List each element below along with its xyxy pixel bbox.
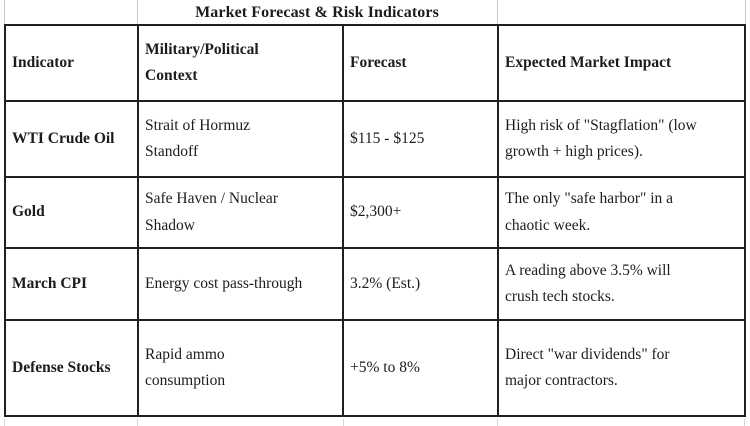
cell-row4-context: Rapid ammo consumption (139, 321, 344, 415)
faint-gridline-stub (497, 419, 498, 426)
faint-gridline (137, 0, 138, 24)
cell-row2-forecast: $2,300+ (344, 178, 499, 249)
cell-row3-indicator: March CPI (6, 249, 139, 321)
cell-row4-forecast: +5% to 8% (344, 321, 499, 415)
cell-row3-impact: A reading above 3.5% will crush tech sto… (499, 249, 744, 321)
cell-row1-context: Strait of Hormuz Standoff (139, 102, 344, 178)
table-title: Market Forecast & Risk Indicators (195, 4, 439, 21)
cell-row4-indicator: Defense Stocks (6, 321, 139, 415)
faint-gridline-stub (137, 419, 138, 426)
table-title-row: Market Forecast & Risk Indicators (4, 0, 746, 24)
header-cell-forecast: Forecast (344, 26, 499, 102)
header-cell-impact: Expected Market Impact (499, 26, 744, 102)
faint-gridline-stub (343, 419, 344, 426)
cell-row2-impact: The only "safe harbor" in a chaotic week… (499, 178, 744, 249)
cell-row3-forecast: 3.2% (Est.) (344, 249, 499, 321)
cell-row1-indicator: WTI Crude Oil (6, 102, 139, 178)
cell-row1-forecast: $115 - $125 (344, 102, 499, 178)
cell-row1-impact: High risk of "Stagflation" (low growth +… (499, 102, 744, 178)
forecast-table: Indicator Military/Political Context For… (4, 24, 746, 417)
cell-row2-indicator: Gold (6, 178, 139, 249)
cell-row2-context: Safe Haven / Nuclear Shadow (139, 178, 344, 249)
faint-gridline (4, 0, 5, 24)
cell-row3-context: Energy cost pass-through (139, 249, 344, 321)
header-cell-indicator: Indicator (6, 26, 139, 102)
faint-gridline-stub (744, 419, 745, 426)
faint-gridline-stub (4, 419, 5, 426)
cell-row4-impact: Direct "war dividends" for major contrac… (505, 345, 670, 389)
faint-gridline (497, 0, 498, 24)
header-cell-context: Military/Political Context (139, 26, 344, 102)
faint-gridline (745, 0, 746, 24)
